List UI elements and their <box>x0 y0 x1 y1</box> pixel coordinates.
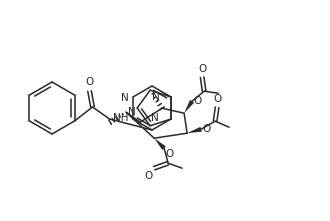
Text: O: O <box>213 94 221 104</box>
Polygon shape <box>154 138 166 150</box>
Text: O: O <box>198 64 206 74</box>
Text: O: O <box>193 96 201 106</box>
Text: N: N <box>152 92 160 102</box>
Text: O: O <box>165 149 173 159</box>
Text: NH: NH <box>113 113 128 123</box>
Text: O: O <box>85 77 94 87</box>
Text: N: N <box>128 107 136 117</box>
Text: N: N <box>121 93 129 103</box>
Text: N: N <box>151 113 159 123</box>
Polygon shape <box>187 127 202 133</box>
Text: O: O <box>144 171 152 181</box>
Text: O: O <box>202 124 211 134</box>
Polygon shape <box>184 100 194 113</box>
